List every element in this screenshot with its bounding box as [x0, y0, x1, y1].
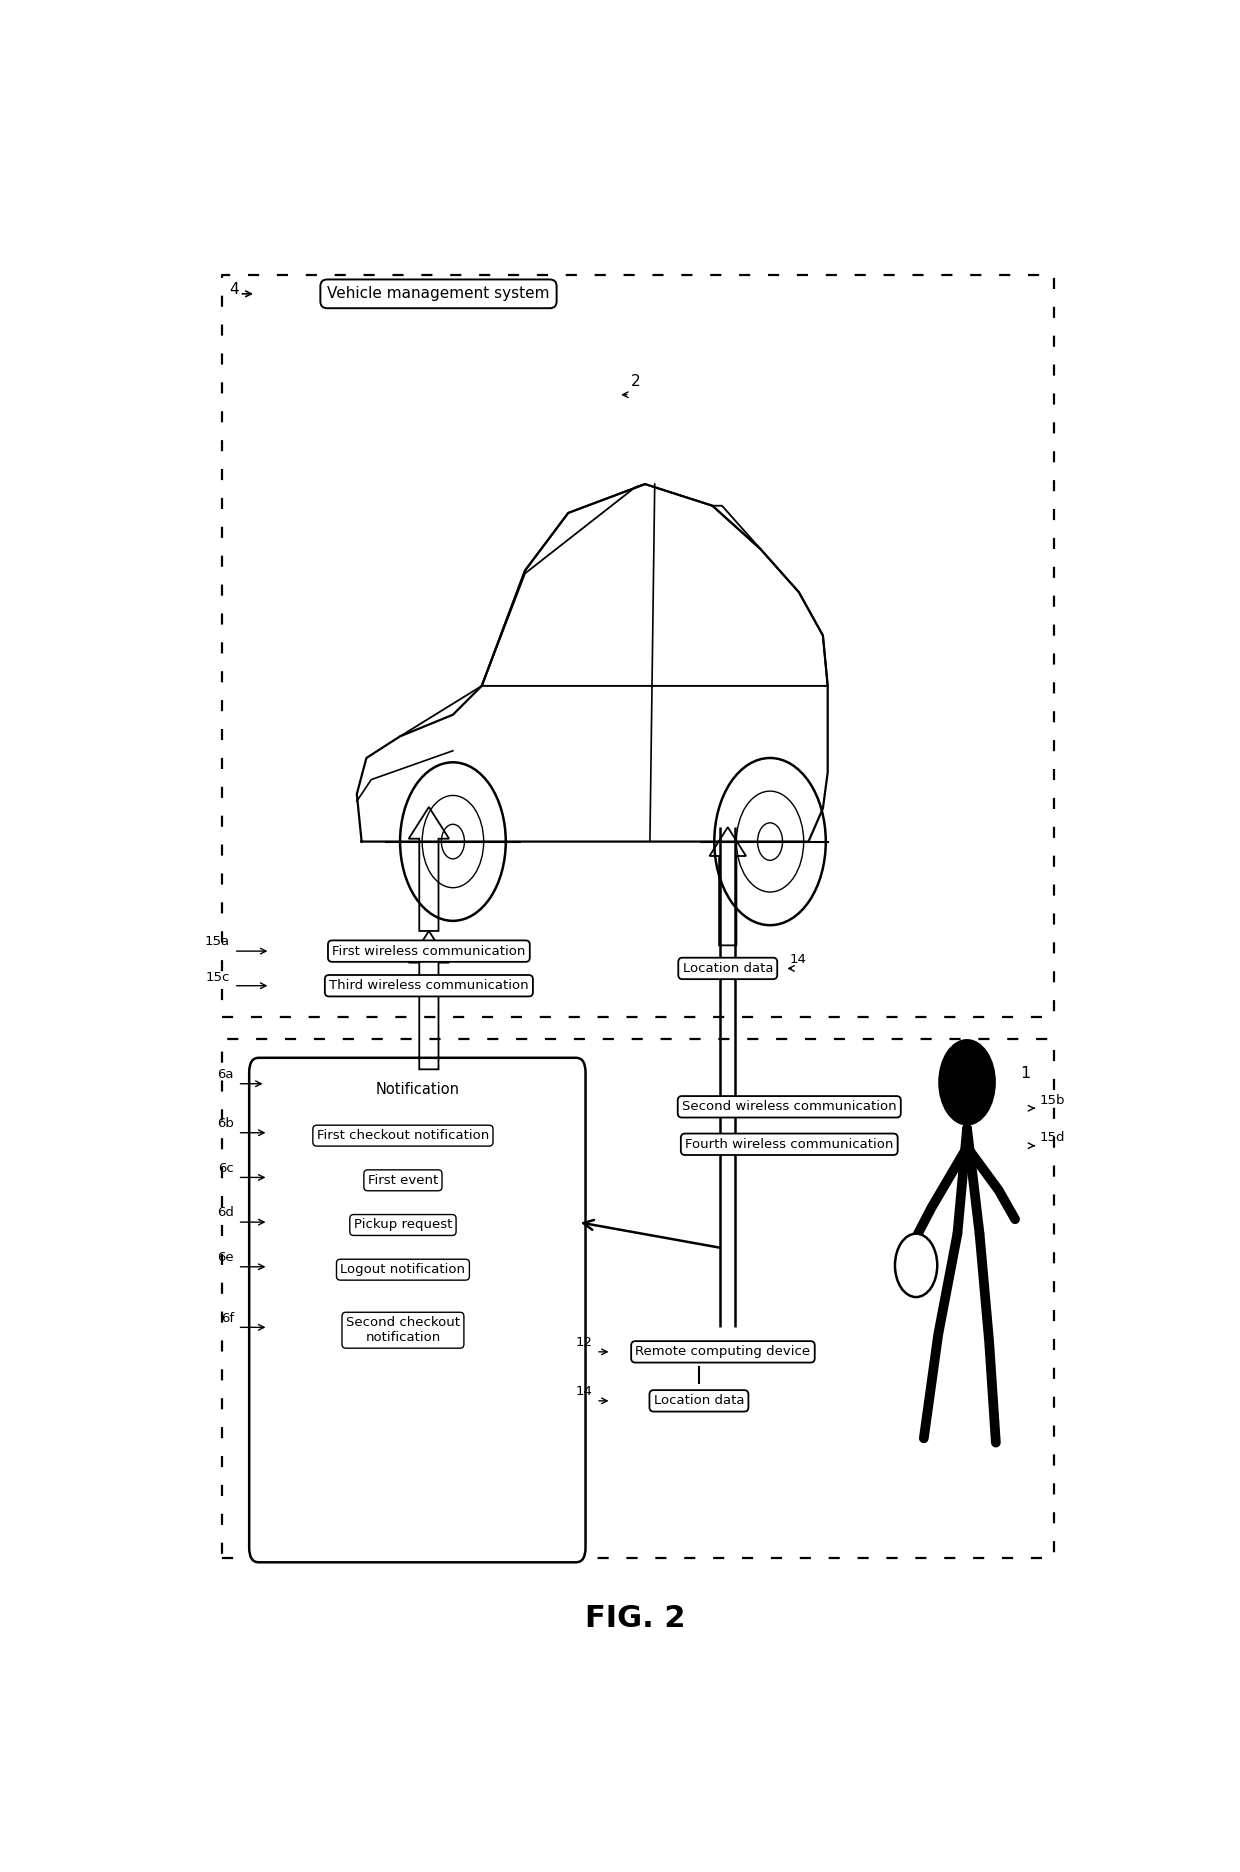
- Text: 15a: 15a: [205, 936, 229, 949]
- Text: 15d: 15d: [1039, 1131, 1065, 1144]
- Text: First checkout notification: First checkout notification: [316, 1129, 489, 1142]
- Text: 6d: 6d: [217, 1206, 234, 1219]
- Text: FIG. 2: FIG. 2: [585, 1604, 686, 1632]
- Text: Second checkout
notification: Second checkout notification: [346, 1316, 460, 1344]
- Text: 15c: 15c: [206, 972, 229, 985]
- Text: 15b: 15b: [1039, 1093, 1065, 1106]
- Text: 12: 12: [575, 1337, 593, 1350]
- Text: Location data: Location data: [682, 962, 773, 975]
- Text: Notification: Notification: [376, 1082, 459, 1097]
- Text: 2: 2: [631, 374, 640, 389]
- Text: First event: First event: [368, 1174, 438, 1187]
- Text: Vehicle management system: Vehicle management system: [327, 286, 549, 301]
- Text: First wireless communication: First wireless communication: [332, 945, 526, 958]
- Text: Second wireless communication: Second wireless communication: [682, 1101, 897, 1114]
- Text: 6b: 6b: [217, 1118, 234, 1131]
- Text: 6e: 6e: [217, 1250, 234, 1264]
- FancyBboxPatch shape: [249, 1058, 585, 1563]
- Text: 6a: 6a: [217, 1067, 234, 1080]
- Text: Fourth wireless communication: Fourth wireless communication: [684, 1138, 894, 1151]
- Circle shape: [939, 1039, 996, 1125]
- Text: 14: 14: [789, 953, 806, 966]
- Text: 1: 1: [1019, 1065, 1030, 1080]
- Text: Location data: Location data: [653, 1395, 744, 1408]
- Text: 4: 4: [229, 283, 238, 298]
- Text: Remote computing device: Remote computing device: [635, 1346, 811, 1359]
- Text: Logout notification: Logout notification: [341, 1264, 465, 1277]
- Text: 6c: 6c: [218, 1163, 234, 1174]
- Text: 14: 14: [575, 1385, 593, 1398]
- Text: 6f: 6f: [221, 1312, 234, 1325]
- Text: Pickup request: Pickup request: [353, 1219, 453, 1232]
- Circle shape: [895, 1234, 937, 1297]
- Text: Third wireless communication: Third wireless communication: [329, 979, 528, 992]
